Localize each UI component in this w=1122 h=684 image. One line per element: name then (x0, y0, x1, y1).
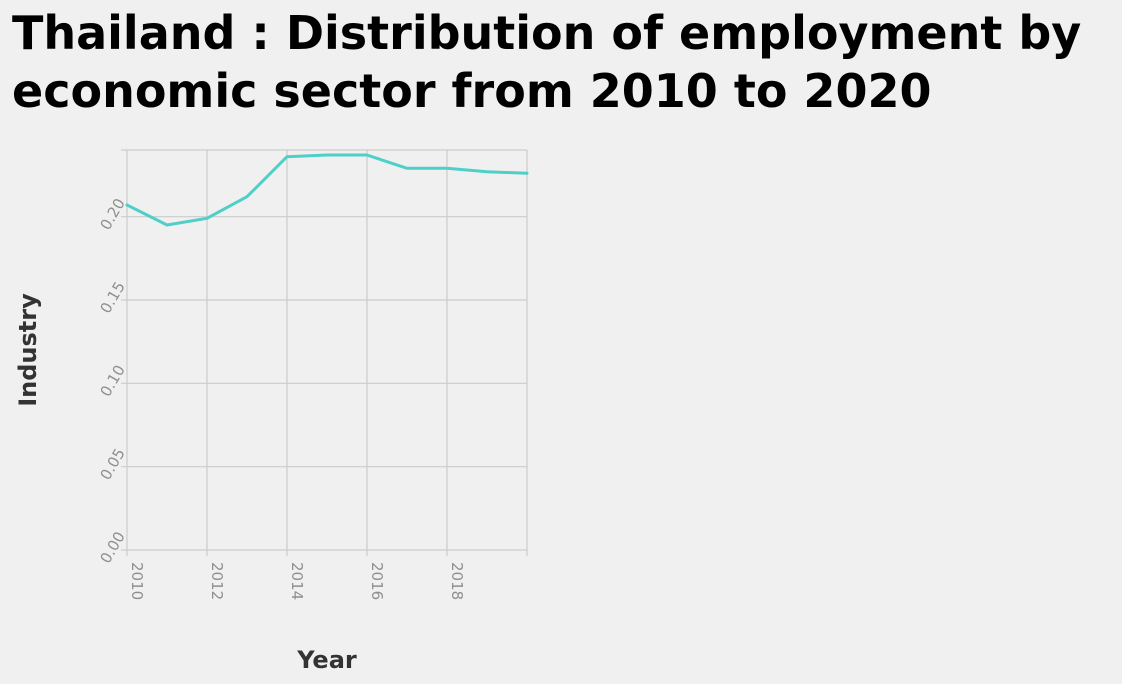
y-tick-label: 0.05 (97, 445, 129, 483)
x-gridlines (126, 150, 528, 556)
y-tick-label: 0.15 (97, 279, 129, 317)
y-tick-label: 0.20 (97, 195, 129, 233)
y-gridlines (121, 149, 527, 551)
x-tick-label: 2018 (448, 562, 466, 600)
series-line-industry (125, 153, 529, 227)
y-axis-label: Industry (14, 293, 42, 407)
x-tick-label: 2014 (288, 562, 306, 600)
chart-title: Thailand : Distribution of employment by… (12, 6, 1082, 118)
data-points (125, 153, 529, 227)
x-tick-label: 2010 (128, 562, 146, 600)
y-tick-labels: 0.00 0.05 0.10 0.15 0.20 (97, 195, 129, 566)
x-axis-label: Year (296, 646, 357, 674)
x-tick-label: 2012 (208, 562, 226, 600)
y-tick-label: 0.00 (97, 529, 129, 567)
x-tick-labels: 2010 2012 2014 2016 2018 (128, 562, 466, 600)
y-tick-label: 0.10 (97, 362, 129, 400)
x-tick-label: 2016 (368, 562, 386, 600)
